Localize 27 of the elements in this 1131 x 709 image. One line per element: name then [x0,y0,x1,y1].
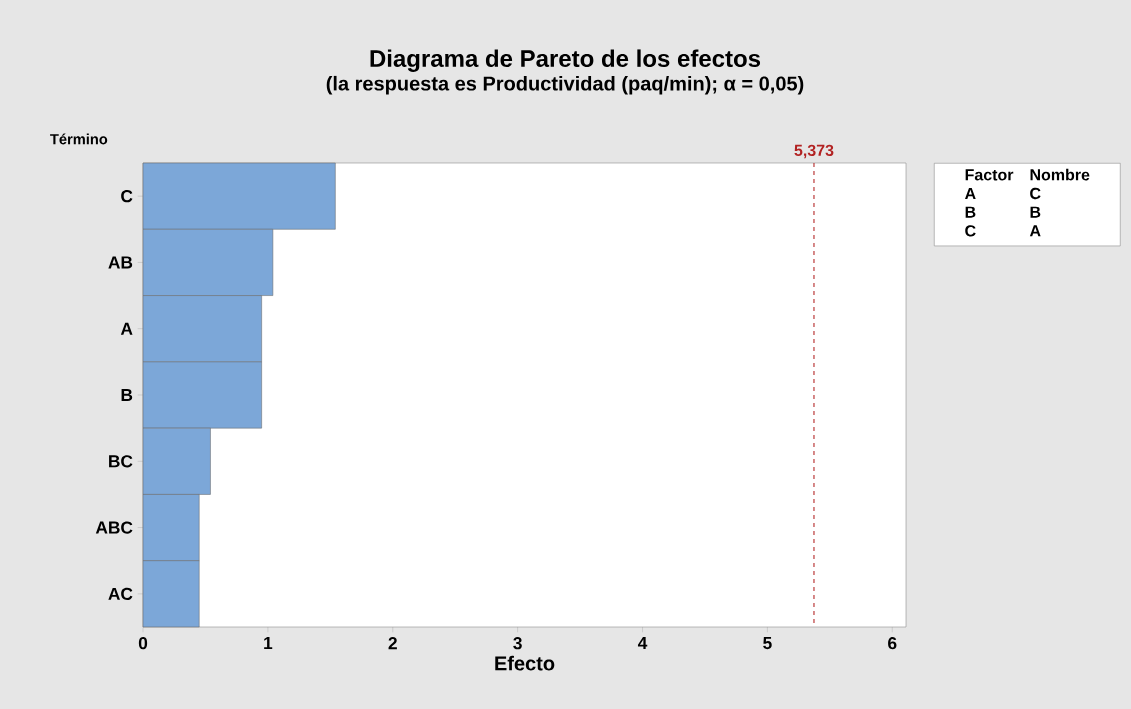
y-tick-label: A [120,322,133,335]
y-axis-title: Término [50,133,108,145]
ref-line-label: 5,373 [794,144,834,159]
x-tick-label: 0 [138,637,148,650]
x-tick-label: 4 [637,637,648,649]
x-axis-title: Efecto [495,655,555,671]
y-tick-label: AB [108,256,133,269]
x-tick-label: 3 [513,637,522,650]
text: B [1030,206,1041,218]
text: Nombre [1030,168,1090,181]
text: B [965,206,976,218]
text: C [965,225,976,237]
chart-subtitle: (la respuesta es Productividad (paq/min); α = 0,05) [326,75,804,95]
y-tick-label: C [121,190,133,203]
text: Factor [965,169,1014,181]
text: C [1030,187,1041,200]
text: A [965,187,976,199]
y-tick-label: AC [108,587,133,600]
chart-title: Diagrama de Pareto de los efectos [370,49,761,72]
y-tick-label: BC [109,455,133,468]
text: A [1029,225,1041,237]
y-tick-label: B [121,389,133,401]
x-tick-label: 6 [888,637,897,650]
x-tick-label: 1 [264,637,273,649]
x-tick-label: 2 [388,637,397,650]
x-tick-label: 5 [763,637,772,650]
y-tick-label: ABC [95,521,133,534]
